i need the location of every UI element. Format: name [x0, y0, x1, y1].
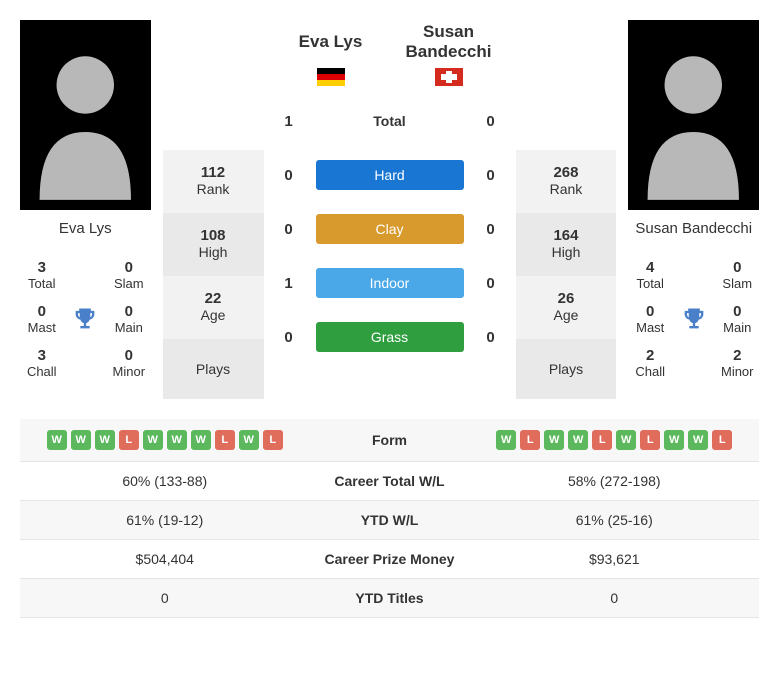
form-badge[interactable]: W	[688, 430, 708, 450]
player2-avatar[interactable]	[628, 20, 759, 210]
form-badge[interactable]: W	[568, 430, 588, 450]
form-badge[interactable]: W	[664, 430, 684, 450]
surface-clay-button[interactable]: Clay	[316, 214, 464, 244]
top-section: Eva Lys 3Total 0Slam 0Mast 0Main 3Chall …	[20, 20, 759, 399]
form-badge[interactable]: W	[167, 430, 187, 450]
form-badge[interactable]: L	[215, 430, 235, 450]
form-badge[interactable]: L	[520, 430, 540, 450]
player2-form: WLWWLWLWWL	[478, 430, 752, 450]
player1-form: WWWLWWWLWL	[28, 430, 302, 450]
form-badge[interactable]: W	[95, 430, 115, 450]
form-badge[interactable]: W	[544, 430, 564, 450]
form-badge[interactable]: W	[191, 430, 211, 450]
player1-header-name[interactable]: Eva Lys	[295, 20, 367, 64]
form-badge[interactable]: W	[47, 430, 67, 450]
player1-avatar[interactable]	[20, 20, 151, 210]
surface-grass-button[interactable]: Grass	[316, 322, 464, 352]
form-badge[interactable]: L	[119, 430, 139, 450]
player2-card: Susan Bandecchi 4Total 0Slam 0Mast 0Main…	[628, 20, 759, 399]
player1-name-label[interactable]: Eva Lys	[20, 210, 151, 247]
avatar-placeholder-icon	[628, 20, 759, 210]
form-row: WWWLWWWLWL Form WLWWLWLWWL	[20, 419, 759, 462]
player1-titles: 3Total 0Slam 0Mast 0Main 3Chall 0Minor	[20, 247, 151, 391]
form-badge[interactable]: L	[263, 430, 283, 450]
form-badge[interactable]: W	[71, 430, 91, 450]
form-badge[interactable]: W	[616, 430, 636, 450]
player2-titles: 4Total 0Slam 0Mast 0Main 2Chall 2Minor	[628, 247, 759, 391]
form-badge[interactable]: L	[592, 430, 612, 450]
avatar-placeholder-icon	[20, 20, 151, 210]
player2-name-label[interactable]: Susan Bandecchi	[628, 210, 759, 247]
trophy-icon	[64, 297, 108, 341]
h2h-table: 1 Total 0 0 Hard 0 0 Clay 0 1 Indoor	[276, 94, 504, 364]
center-column: Eva Lys Susan Bandecchi 1 Total 0 0 Hard	[276, 20, 504, 399]
form-badge[interactable]: L	[712, 430, 732, 450]
player1-card: Eva Lys 3Total 0Slam 0Mast 0Main 3Chall …	[20, 20, 151, 399]
flag-de-icon	[317, 68, 345, 86]
player2-header-name[interactable]: Susan Bandecchi	[394, 20, 504, 64]
flag-ch-icon	[435, 68, 463, 86]
form-badge[interactable]: W	[239, 430, 259, 450]
surface-hard-button[interactable]: Hard	[316, 160, 464, 190]
form-badge[interactable]: W	[496, 430, 516, 450]
player2-stats: 268Rank 164High 26Age Plays	[516, 150, 617, 399]
surface-indoor-button[interactable]: Indoor	[316, 268, 464, 298]
player1-stats: 112Rank 108High 22Age Plays	[163, 150, 264, 399]
stats-table: WWWLWWWLWL Form WLWWLWLWWL 60% (133-88) …	[20, 419, 759, 618]
trophy-icon	[672, 297, 716, 341]
form-badge[interactable]: W	[143, 430, 163, 450]
form-badge[interactable]: L	[640, 430, 660, 450]
comparison-container: Eva Lys 3Total 0Slam 0Mast 0Main 3Chall …	[20, 20, 759, 618]
